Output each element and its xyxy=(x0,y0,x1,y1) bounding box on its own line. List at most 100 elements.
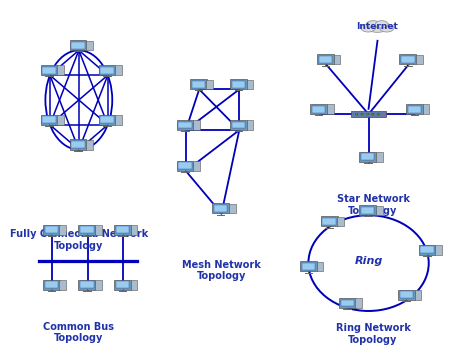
Text: Ring Network
Topology: Ring Network Topology xyxy=(336,323,410,345)
FancyBboxPatch shape xyxy=(176,161,193,171)
Text: Ring: Ring xyxy=(355,256,383,266)
Ellipse shape xyxy=(375,21,388,28)
Ellipse shape xyxy=(366,22,389,32)
Text: Mesh Network
Topology: Mesh Network Topology xyxy=(182,260,261,281)
FancyBboxPatch shape xyxy=(376,152,383,162)
FancyBboxPatch shape xyxy=(319,56,332,63)
FancyBboxPatch shape xyxy=(232,81,245,88)
FancyBboxPatch shape xyxy=(100,67,114,73)
FancyBboxPatch shape xyxy=(214,205,228,212)
FancyBboxPatch shape xyxy=(400,54,416,64)
FancyBboxPatch shape xyxy=(59,225,66,235)
FancyBboxPatch shape xyxy=(229,204,236,213)
FancyBboxPatch shape xyxy=(415,290,421,300)
FancyBboxPatch shape xyxy=(317,262,323,271)
FancyBboxPatch shape xyxy=(43,279,60,290)
FancyBboxPatch shape xyxy=(99,65,116,75)
FancyBboxPatch shape xyxy=(41,115,57,125)
FancyBboxPatch shape xyxy=(70,40,86,50)
FancyBboxPatch shape xyxy=(317,54,334,64)
Circle shape xyxy=(361,113,363,115)
FancyBboxPatch shape xyxy=(322,218,336,225)
Ellipse shape xyxy=(380,24,394,32)
FancyBboxPatch shape xyxy=(207,80,213,89)
FancyBboxPatch shape xyxy=(95,280,102,290)
FancyBboxPatch shape xyxy=(115,115,122,125)
FancyBboxPatch shape xyxy=(302,263,315,270)
FancyBboxPatch shape xyxy=(100,116,114,123)
FancyBboxPatch shape xyxy=(131,280,137,290)
Circle shape xyxy=(372,113,374,115)
FancyBboxPatch shape xyxy=(45,281,58,288)
FancyBboxPatch shape xyxy=(361,207,374,214)
FancyBboxPatch shape xyxy=(334,55,340,64)
FancyBboxPatch shape xyxy=(423,104,429,114)
Circle shape xyxy=(366,113,369,115)
FancyBboxPatch shape xyxy=(406,104,423,114)
FancyBboxPatch shape xyxy=(80,281,93,288)
FancyBboxPatch shape xyxy=(86,41,93,50)
FancyBboxPatch shape xyxy=(57,115,64,125)
FancyBboxPatch shape xyxy=(337,217,344,226)
FancyBboxPatch shape xyxy=(359,205,376,215)
FancyBboxPatch shape xyxy=(41,65,57,75)
FancyBboxPatch shape xyxy=(114,279,131,290)
FancyBboxPatch shape xyxy=(300,261,317,271)
FancyBboxPatch shape xyxy=(99,115,116,125)
FancyBboxPatch shape xyxy=(190,79,207,89)
FancyBboxPatch shape xyxy=(176,120,193,130)
FancyBboxPatch shape xyxy=(86,140,93,150)
Text: Common Bus
Topology: Common Bus Topology xyxy=(43,321,114,343)
FancyBboxPatch shape xyxy=(416,55,423,64)
FancyBboxPatch shape xyxy=(312,106,325,112)
Text: Fully Connected Network
Topology: Fully Connected Network Topology xyxy=(9,229,148,251)
FancyBboxPatch shape xyxy=(230,79,247,89)
Text: Internet: Internet xyxy=(356,22,399,31)
FancyBboxPatch shape xyxy=(72,141,85,148)
FancyBboxPatch shape xyxy=(351,111,386,117)
FancyBboxPatch shape xyxy=(339,298,356,308)
Text: Star Network
Topology: Star Network Topology xyxy=(337,194,410,215)
FancyBboxPatch shape xyxy=(401,56,415,63)
FancyBboxPatch shape xyxy=(212,203,229,213)
FancyBboxPatch shape xyxy=(57,66,64,75)
FancyBboxPatch shape xyxy=(398,290,415,300)
FancyBboxPatch shape xyxy=(72,42,85,49)
FancyBboxPatch shape xyxy=(193,161,200,171)
FancyBboxPatch shape xyxy=(359,152,376,162)
FancyBboxPatch shape xyxy=(232,121,245,129)
FancyBboxPatch shape xyxy=(43,67,56,73)
FancyBboxPatch shape xyxy=(79,279,95,290)
FancyBboxPatch shape xyxy=(419,245,436,255)
FancyBboxPatch shape xyxy=(420,246,434,253)
FancyBboxPatch shape xyxy=(408,106,421,112)
FancyBboxPatch shape xyxy=(116,281,129,288)
FancyBboxPatch shape xyxy=(178,162,191,169)
FancyBboxPatch shape xyxy=(320,216,337,226)
FancyBboxPatch shape xyxy=(435,245,442,255)
FancyBboxPatch shape xyxy=(246,120,254,130)
FancyBboxPatch shape xyxy=(79,225,95,235)
FancyBboxPatch shape xyxy=(376,205,383,215)
Ellipse shape xyxy=(361,24,375,32)
FancyBboxPatch shape xyxy=(230,120,247,130)
FancyBboxPatch shape xyxy=(340,299,354,307)
Circle shape xyxy=(356,113,358,115)
FancyBboxPatch shape xyxy=(310,104,327,114)
FancyBboxPatch shape xyxy=(45,226,58,233)
FancyBboxPatch shape xyxy=(80,226,93,233)
FancyBboxPatch shape xyxy=(327,104,334,114)
FancyBboxPatch shape xyxy=(43,225,60,235)
Ellipse shape xyxy=(367,21,380,28)
FancyBboxPatch shape xyxy=(70,140,86,150)
Circle shape xyxy=(377,113,380,115)
FancyBboxPatch shape xyxy=(115,66,122,75)
FancyBboxPatch shape xyxy=(400,291,413,298)
FancyBboxPatch shape xyxy=(43,116,56,123)
FancyBboxPatch shape xyxy=(59,280,66,290)
FancyBboxPatch shape xyxy=(361,153,374,161)
FancyBboxPatch shape xyxy=(356,298,362,308)
FancyBboxPatch shape xyxy=(114,225,131,235)
FancyBboxPatch shape xyxy=(192,81,205,88)
FancyBboxPatch shape xyxy=(95,225,102,235)
